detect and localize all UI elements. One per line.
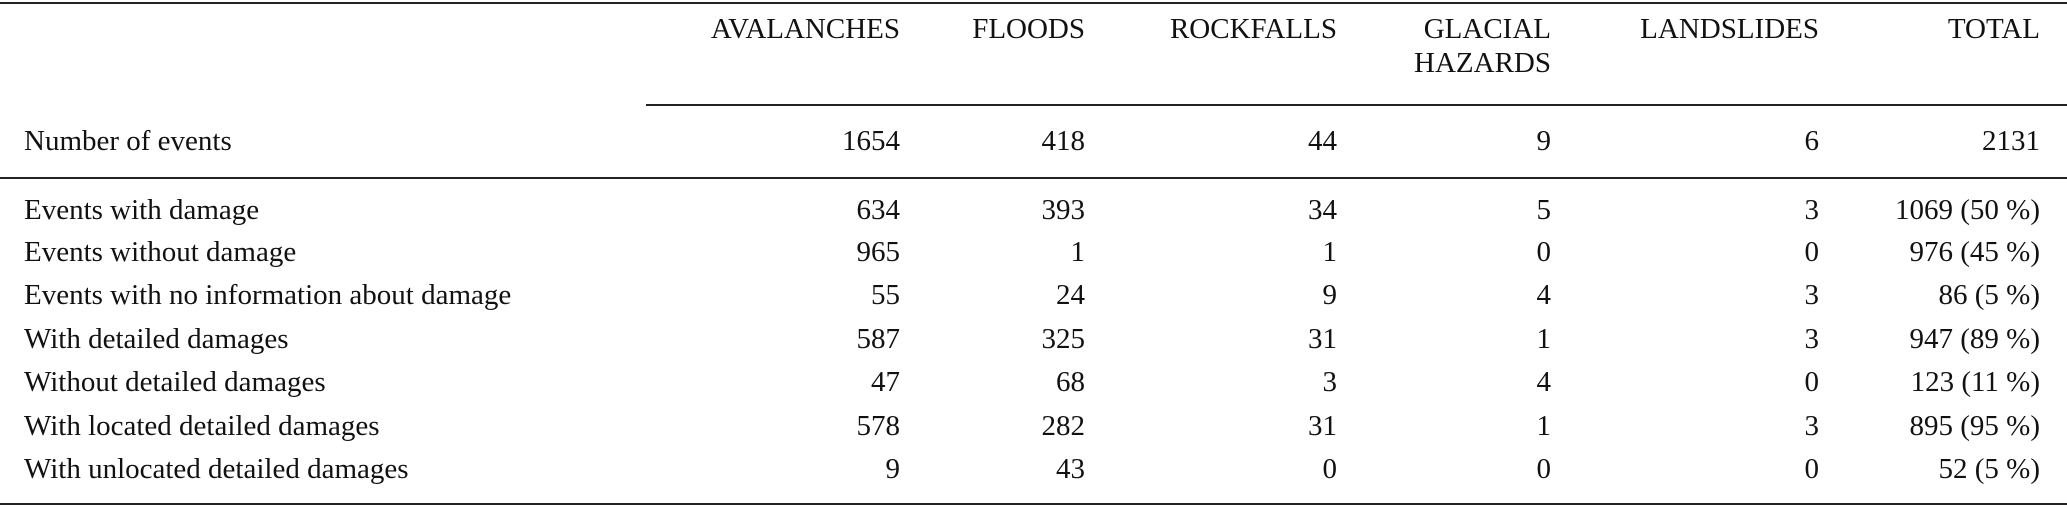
column-header: FLOODS — [972, 13, 1085, 45]
table-cell: 43 — [1056, 453, 1085, 485]
table-cell: 47 — [871, 366, 900, 398]
table-cell: 3 — [1804, 194, 1820, 226]
table-cell: 9 — [885, 453, 901, 485]
mid-rule — [0, 177, 2067, 179]
table-cell: 31 — [1308, 410, 1337, 442]
bottom-rule — [0, 503, 2067, 505]
table-cell: 0 — [1804, 236, 1820, 268]
table-cell: 1 — [1536, 323, 1552, 355]
column-header: ROCKFALLS — [1169, 13, 1337, 45]
column-header: AVALANCHES — [710, 13, 900, 45]
table-cell: 325 — [1041, 323, 1086, 355]
table-cell: 9 — [1322, 279, 1338, 311]
table-cell: 3 — [1804, 323, 1820, 355]
table-cell: 0 — [1804, 453, 1820, 485]
table-cell: 52 (5 %) — [1938, 453, 2040, 485]
row-label: With located detailed damages — [24, 410, 380, 442]
row-label: With unlocated detailed damages — [24, 453, 409, 485]
top-rule — [0, 2, 2067, 4]
table-cell: 1 — [1322, 236, 1338, 268]
table-cell: 1654 — [842, 125, 900, 157]
table-cell: 0 — [1536, 236, 1552, 268]
table-cell: 418 — [1041, 125, 1086, 157]
column-header: GLACIAL HAZARDS — [1414, 13, 1551, 79]
table-cell: 24 — [1056, 279, 1085, 311]
header-rule — [646, 104, 2067, 106]
table-cell: 587 — [856, 323, 901, 355]
table-cell: 86 (5 %) — [1938, 279, 2040, 311]
table-cell: 4 — [1536, 279, 1552, 311]
table-cell: 55 — [871, 279, 900, 311]
table-cell: 1 — [1070, 236, 1086, 268]
table-cell: 0 — [1322, 453, 1338, 485]
table-cell: 0 — [1804, 366, 1820, 398]
table-cell: 123 (11 %) — [1910, 366, 2040, 398]
table-cell: 895 (95 %) — [1909, 410, 2040, 442]
table-cell: 3 — [1804, 410, 1820, 442]
table-cell: 3 — [1322, 366, 1338, 398]
table-cell: 1069 (50 %) — [1895, 194, 2040, 226]
table-cell: 6 — [1804, 125, 1820, 157]
table-cell: 947 (89 %) — [1909, 323, 2040, 355]
table-cell: 44 — [1308, 125, 1337, 157]
table-cell: 0 — [1536, 453, 1552, 485]
table-cell: 965 — [856, 236, 901, 268]
table-cell: 578 — [856, 410, 901, 442]
column-header: TOTAL — [1947, 13, 2040, 45]
table-cell: 4 — [1536, 366, 1552, 398]
table-cell: 393 — [1041, 194, 1086, 226]
table-cell: 68 — [1056, 366, 1085, 398]
table-cell: 34 — [1308, 194, 1337, 226]
table-cell: 3 — [1804, 279, 1820, 311]
table-cell: 282 — [1041, 410, 1086, 442]
row-label: Without detailed damages — [24, 366, 326, 398]
table-cell: 31 — [1308, 323, 1337, 355]
table-cell: 976 (45 %) — [1909, 236, 2040, 268]
table-cell: 9 — [1536, 125, 1552, 157]
column-header: LANDSLIDES — [1640, 13, 1819, 45]
table-cell: 5 — [1536, 194, 1552, 226]
row-label: Events without damage — [24, 236, 297, 268]
row-label: Events with no information about damage — [24, 279, 512, 311]
table-cell: 1 — [1536, 410, 1552, 442]
table-cell: 2131 — [1982, 125, 2040, 157]
row-label: Number of events — [24, 125, 232, 157]
row-label: Events with damage — [24, 194, 260, 226]
table-cell: 634 — [856, 194, 901, 226]
row-label: With detailed damages — [24, 323, 289, 355]
